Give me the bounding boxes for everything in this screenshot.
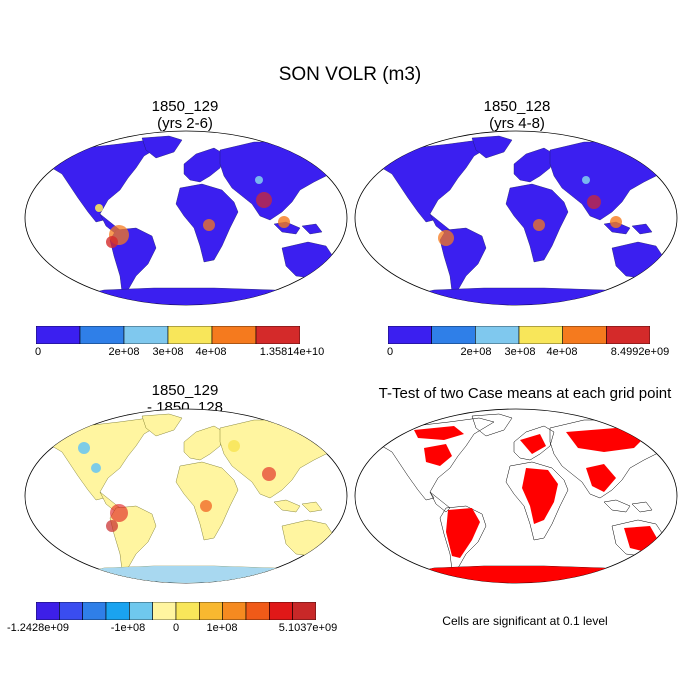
panel-2-map [354, 130, 678, 306]
colorbar-swatch [431, 326, 476, 344]
panel-1-colorbar [36, 326, 300, 344]
panel-4-title-line1: T-Test of two Case means at each grid po… [378, 385, 672, 402]
significance-note: Cells are significant at 0.1 level [442, 614, 608, 628]
panel-3-colorbar [36, 602, 316, 620]
colorbar-swatch [167, 326, 213, 344]
colorbar-swatch [255, 326, 300, 344]
panel-1-colorbar-label: 1.35814e+10 [259, 346, 325, 358]
panel-1-colorbar-label: 0 [34, 346, 42, 358]
panel-2-title-line2: (yrs 4-8) [489, 115, 545, 132]
panel-1-hotspots [95, 176, 290, 248]
colorbar-swatch [123, 326, 169, 344]
figure-title: SON VOLR (m3) [278, 64, 422, 85]
colorbar-swatch [562, 326, 607, 344]
panel-3-colorbar-label: 0 [172, 622, 180, 634]
panel-4-map [354, 408, 678, 584]
panel-1-colorbar-label: 4e+08 [195, 346, 227, 358]
panel-2-title-line1: 1850_128 [483, 98, 551, 115]
colorbar-swatch [152, 602, 177, 620]
panel-3-hotspots [78, 440, 276, 532]
panel-1-colorbar-label: 2e+08 [108, 346, 140, 358]
colorbar-swatch [82, 602, 107, 620]
panel-1-title-line2: (yrs 2-6) [157, 115, 213, 132]
panel-3-colorbar-label: -1.2428e+09 [6, 622, 70, 634]
colorbar-swatch [245, 602, 270, 620]
colorbar-swatch [36, 326, 81, 344]
colorbar-swatch [211, 326, 257, 344]
colorbar-swatch [388, 326, 432, 344]
colorbar-swatch [105, 602, 130, 620]
colorbar-swatch [292, 602, 316, 620]
panel-1-title: 1850_129 (yrs 2-6) [20, 98, 350, 132]
colorbar-swatch [129, 602, 153, 620]
panel-3-map [24, 408, 348, 584]
colorbar-swatch [175, 602, 200, 620]
colorbar-swatch [475, 326, 520, 344]
panel-2-colorbar-label: 4e+08 [546, 346, 578, 358]
panel-3-title-line1: 1850_129 [151, 382, 219, 399]
panel-2-hotspots [438, 176, 622, 246]
panel-1-colorbar-label: 3e+08 [152, 346, 184, 358]
colorbar-swatch [59, 602, 83, 620]
colorbar-swatch [199, 602, 223, 620]
panel-3-colorbar-label: -1e+08 [110, 622, 146, 634]
panel-3-colorbar-label: 5.1037e+09 [278, 622, 338, 634]
panel-2-colorbar-label: 2e+08 [460, 346, 492, 358]
panel-2-colorbar [388, 326, 650, 344]
panel-2-colorbar-label: 3e+08 [504, 346, 536, 358]
panel-4-title: T-Test of two Case means at each grid po… [352, 385, 698, 402]
panel-2-colorbar-label: 0 [386, 346, 394, 358]
colorbar-swatch [79, 326, 125, 344]
panel-2-title: 1850_128 (yrs 4-8) [352, 98, 682, 132]
panel-1-map [24, 130, 348, 306]
colorbar-swatch [269, 602, 293, 620]
colorbar-swatch [606, 326, 650, 344]
panel-3-colorbar-label: 1e+08 [206, 622, 238, 634]
panel-2-colorbar-label: 8.4992e+09 [610, 346, 670, 358]
panel-1-title-line1: 1850_129 [151, 98, 219, 115]
colorbar-swatch [36, 602, 60, 620]
colorbar-swatch [518, 326, 563, 344]
colorbar-swatch [222, 602, 247, 620]
